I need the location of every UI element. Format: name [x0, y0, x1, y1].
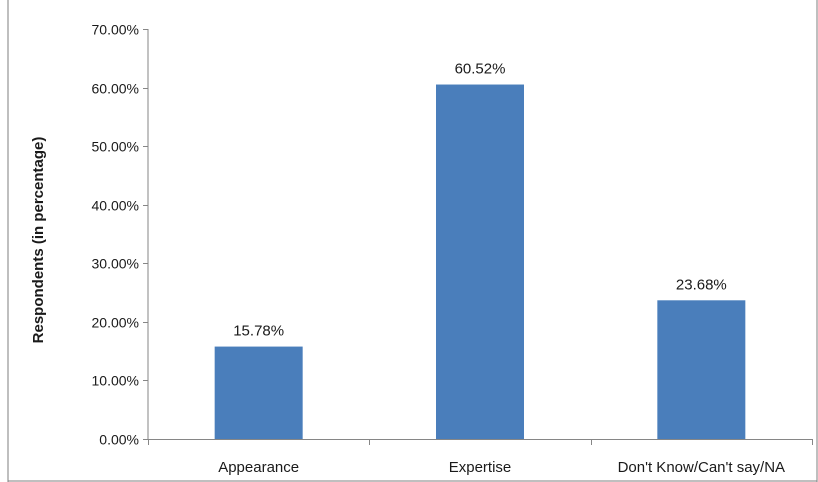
y-tick-label: 60.00% [92, 81, 139, 97]
y-axis: 0.00% 10.00% 20.00% 30.00% 40.00% 50.00% 60.00… [92, 22, 149, 448]
x-category-label: Expertise [449, 459, 512, 476]
y-tick-label: 10.00% [92, 373, 139, 389]
data-label: 23.68% [676, 276, 727, 293]
data-label: 15.78% [233, 323, 284, 340]
y-tick-label: 30.00% [92, 256, 139, 272]
y-tick-label: 20.00% [92, 315, 139, 331]
bar-expertise [436, 84, 524, 440]
bar-don-t-know-can-t-say-na [657, 300, 746, 439]
data-label: 60.52% [455, 61, 506, 78]
x-category-label: Appearance [218, 459, 299, 476]
y-tick-label: 0.00% [99, 432, 139, 448]
y-tick-label: 70.00% [92, 22, 139, 38]
bars-group: 15.78% 60.52% 23.68% [214, 61, 746, 440]
y-tick-label: 40.00% [92, 198, 139, 214]
x-category-label: Don't Know/Can't say/NA [618, 459, 785, 476]
y-tick-label: 50.00% [92, 139, 139, 155]
x-axis: Appearance Expertise Don't Know/Can't say/… [148, 439, 813, 476]
y-axis-title: Respondents (in percentage) [30, 137, 47, 344]
bar-appearance [214, 346, 303, 439]
